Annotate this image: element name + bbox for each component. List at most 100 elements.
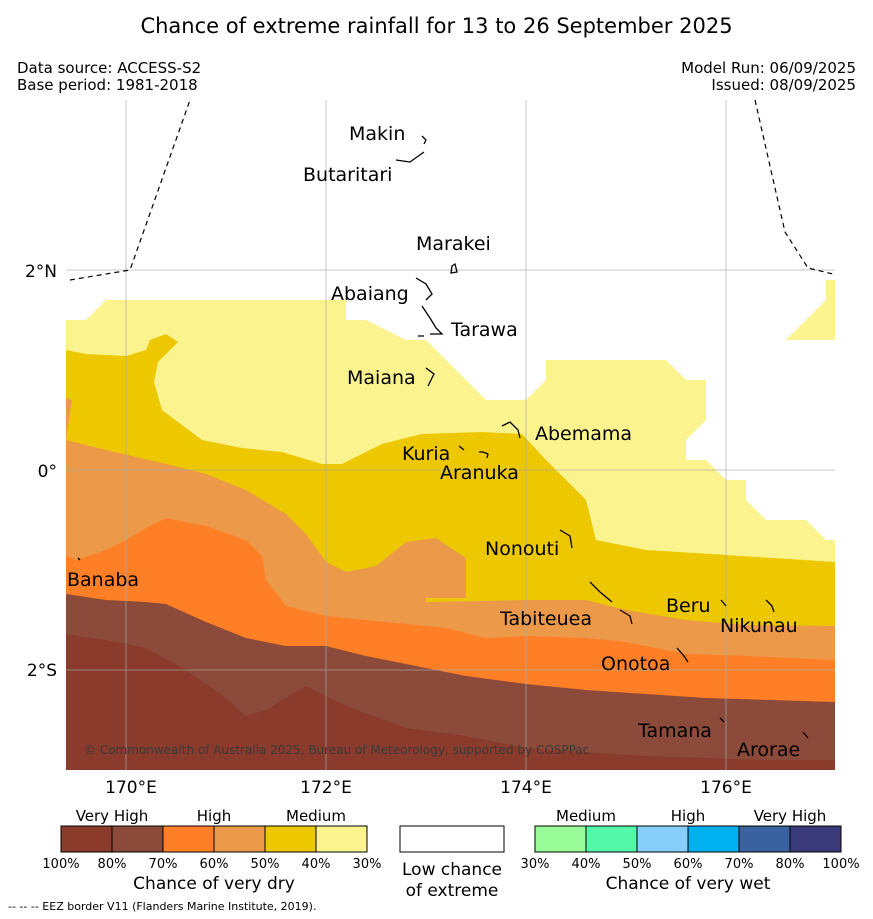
- eez-footnote: -- -- -- EEZ border V11 (Flanders Marine…: [8, 900, 317, 913]
- label-nonouti: Nonouti: [485, 538, 559, 560]
- map-area: [66, 100, 835, 770]
- legend-dry-tick-label-6: 30%: [353, 857, 382, 872]
- nonouti-island: [559, 529, 573, 549]
- legend-low-swatch: [399, 825, 505, 853]
- legend-wet-swatch-3: [687, 825, 740, 853]
- lon-tick-174: 174°E: [500, 778, 552, 798]
- legend-dry-tick-label-0: 100%: [42, 857, 79, 872]
- legend-dry-tick-label-3: 60%: [200, 857, 229, 872]
- label-banaba: Banaba: [67, 569, 139, 591]
- meta-left: Data source: ACCESS-S2 Base period: 1981…: [17, 60, 201, 94]
- place-labels: Makin Butaritari Marakei Abaiang Tarawa …: [67, 123, 800, 761]
- legend-dry-caption: Chance of very dry: [133, 874, 295, 894]
- legend-wet-swatches: [534, 825, 842, 853]
- onotoa-island: [676, 647, 689, 663]
- lat-tick-0: 0°: [38, 462, 57, 482]
- label-arorae: Arorae: [737, 739, 800, 761]
- legend-low-caption-line2: of extreme: [406, 881, 499, 901]
- kuria-island: [458, 445, 489, 459]
- legend-dry-swatch-5: [315, 825, 368, 853]
- legend-dry-tick-label-4: 50%: [251, 857, 280, 872]
- legend-dry-swatch-1: [111, 825, 164, 853]
- label-makin: Makin: [349, 123, 405, 145]
- legend-wet-ticks: 30% 40% 50% 60% 70% 80% 100%: [521, 857, 860, 872]
- legend-dry-ticks: 100% 80% 70% 60% 50% 40% 30%: [42, 857, 381, 872]
- legend-wet: Medium High Very High 30% 40% 50% 60% 70% 80%…: [521, 807, 860, 894]
- legend-dry-swatch-2: [162, 825, 215, 853]
- legend-wet-swatch-0: [534, 825, 587, 853]
- band-veryhigh-100-80: [66, 634, 835, 770]
- tamana-island: [719, 717, 725, 723]
- lon-tick-labels: 170°E 172°E 174°E 176°E: [105, 778, 752, 798]
- label-onotoa: Onotoa: [601, 653, 670, 675]
- label-beru: Beru: [666, 595, 711, 617]
- legend-dry-tick-label-5: 40%: [302, 857, 331, 872]
- banaba-island: [77, 557, 81, 561]
- maiana-island: [425, 367, 435, 387]
- legend-wet-swatch-2: [636, 825, 689, 853]
- legend-wet-tick-label-6: 100%: [822, 857, 859, 872]
- legend-dry-swatch-3: [213, 825, 266, 853]
- butaritari-island: [395, 151, 425, 163]
- base-period: Base period: 1981-2018: [17, 76, 198, 94]
- label-abemama: Abemama: [535, 423, 632, 445]
- label-aranuka: Aranuka: [440, 462, 519, 484]
- legend-dry-swatch-0: [60, 825, 113, 853]
- issued-date: Issued: 08/09/2025: [711, 76, 856, 94]
- abemama-island: [501, 421, 521, 439]
- legend-wet-swatch-1: [585, 825, 638, 853]
- legend-wet-tick-label-3: 60%: [674, 857, 703, 872]
- lon-tick-172: 172°E: [300, 778, 352, 798]
- chart-title: Chance of extreme rainfall for 13 to 26 …: [140, 14, 733, 38]
- tarawa-island: [418, 305, 444, 337]
- legend-wet-swatch-5: [789, 825, 842, 853]
- legend-wet-tick-label-0: 30%: [521, 857, 550, 872]
- label-tamana: Tamana: [637, 720, 712, 742]
- tabiteuea-island: [589, 581, 633, 625]
- legend-dry-tick-label-1: 80%: [98, 857, 127, 872]
- legend-wet-caption: Chance of very wet: [606, 874, 771, 894]
- gridlines: [66, 100, 835, 770]
- legend-wet-medium: Medium: [556, 807, 616, 825]
- label-maiana: Maiana: [347, 367, 416, 389]
- band-medium-60-40: [786, 280, 835, 340]
- island-outlines: [77, 135, 809, 739]
- nikunau-island: [765, 599, 775, 613]
- legend-dry: Very High High Medium 100% 80% 70% 60% 50% 40…: [42, 807, 381, 894]
- model-run: Model Run: 06/09/2025: [681, 59, 856, 77]
- eez-border: [69, 99, 834, 281]
- legend-wet-swatch-4: [738, 825, 791, 853]
- legend-wet-tick-label-1: 40%: [572, 857, 601, 872]
- label-marakei: Marakei: [416, 233, 491, 255]
- makin-island: [421, 135, 427, 145]
- marakei-island: [450, 262, 458, 274]
- legend-dry-medium: Medium: [286, 807, 346, 825]
- legend-dry-tick-label-2: 70%: [149, 857, 178, 872]
- legend-low-caption-line1: Low chance: [402, 860, 502, 880]
- lat-tick-2n: 2°N: [25, 262, 57, 282]
- lon-tick-176: 176°E: [700, 778, 752, 798]
- legend-dry-very-high: Very High: [76, 807, 149, 825]
- abaiang-island: [415, 277, 433, 301]
- label-tarawa: Tarawa: [450, 319, 518, 341]
- legend-low: Low chance of extreme: [399, 825, 505, 901]
- legend-dry-high: High: [197, 807, 231, 825]
- lat-tick-2s: 2°S: [27, 661, 57, 681]
- legend-wet-high: High: [671, 807, 705, 825]
- label-nikunau: Nikunau: [720, 615, 798, 637]
- legend-dry-swatches: [60, 825, 368, 853]
- legend-wet-tick-label-4: 70%: [725, 857, 754, 872]
- beru-island: [720, 599, 727, 607]
- arorae-island: [802, 731, 809, 739]
- label-tabiteuea: Tabiteuea: [499, 608, 592, 630]
- lat-tick-labels: 2°N 0° 2°S: [25, 262, 57, 681]
- label-abaiang: Abaiang: [331, 283, 409, 305]
- legend-dry-swatch-4: [264, 825, 317, 853]
- copyright-notice: © Commonwealth of Australia 2025, Bureau…: [84, 743, 589, 757]
- legend-wet-tick-label-2: 50%: [623, 857, 652, 872]
- label-kuria: Kuria: [402, 443, 450, 465]
- legend-wet-very-high: Very High: [754, 807, 827, 825]
- lon-tick-170: 170°E: [105, 778, 157, 798]
- label-butaritari: Butaritari: [303, 164, 392, 186]
